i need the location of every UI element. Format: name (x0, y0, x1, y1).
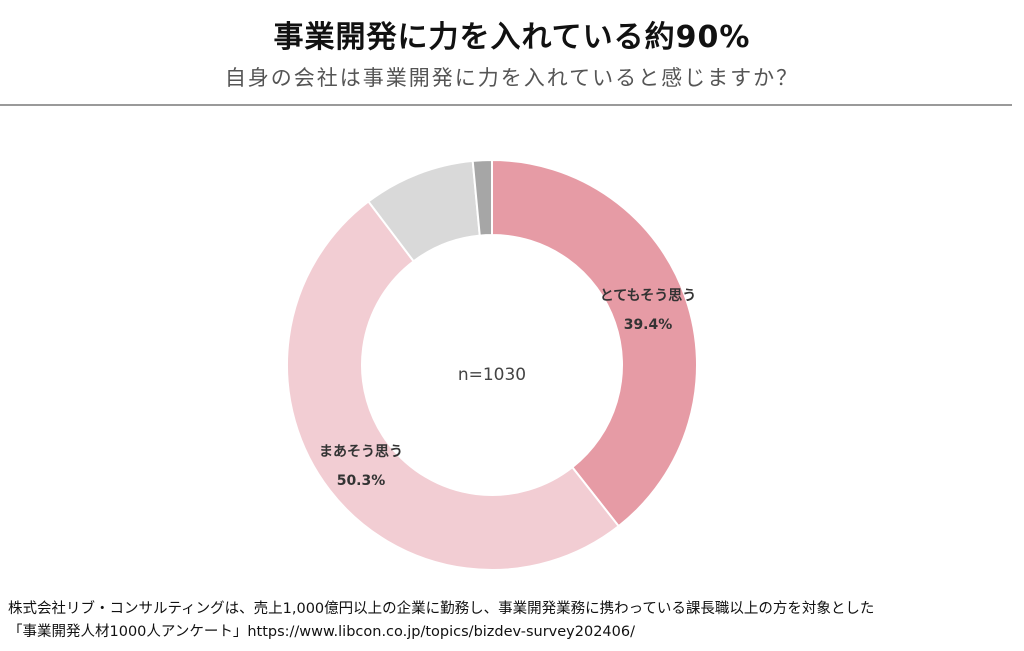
source-note-line-1: 株式会社リブ・コンサルティングは、売上1,000億円以上の企業に勤務し、事業開発… (8, 601, 875, 617)
donut-slices (286, 158, 698, 571)
slice-value-somewhat: 50.3% (337, 473, 386, 489)
slice-label-very-much: とてもそう思う (600, 288, 697, 304)
sample-size-label: n=1030 (458, 365, 526, 385)
chart-subtitle: 自身の会社は事業開発に力を入れていると感じますか？ (224, 66, 800, 90)
source-note-line-2: 「事業開発人材1000人アンケート」https://www.libcon.co.… (8, 624, 635, 640)
slice-label-group-1: まあそう思う 50.3% (319, 444, 403, 489)
source-note: 株式会社リブ・コンサルティングは、売上1,000億円以上の企業に勤務し、事業開発… (8, 598, 1018, 644)
slice-very-much (491, 158, 698, 528)
chart-title: 事業開発に力を入れている約90% (273, 20, 751, 55)
slice-not-at-all (471, 158, 493, 237)
title-divider (0, 104, 1012, 106)
slice-value-very-much: 39.4% (624, 317, 673, 333)
donut-chart: n=1030 とてもそう思う 39.4% まあそう思う 50.3% (286, 158, 698, 571)
slice-label-group-0: とてもそう思う 39.4% (600, 288, 697, 333)
slice-label-somewhat: まあそう思う (319, 444, 403, 460)
slice-somewhat (286, 200, 621, 571)
